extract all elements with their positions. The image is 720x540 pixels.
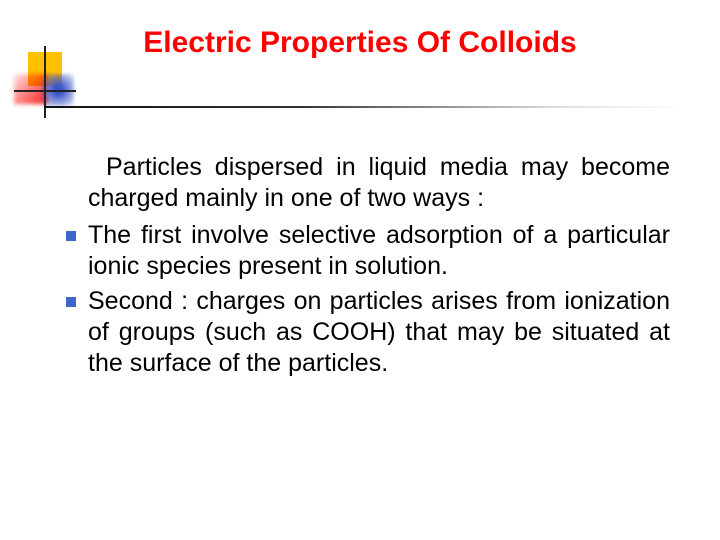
slide-title: Electric Properties Of Colloids: [0, 26, 720, 60]
list-item: Second : charges on particles arises fro…: [60, 286, 670, 379]
bullet-icon: [60, 286, 88, 379]
bullet-icon: [60, 220, 88, 282]
horizontal-divider: [44, 106, 684, 108]
corner-decoration: [14, 52, 84, 112]
list-item: The first involve selective adsorption o…: [60, 220, 670, 282]
cross-horizontal-icon: [14, 90, 76, 92]
content-area: Particles dispersed in liquid media may …: [60, 152, 670, 383]
bullet-text: Second : charges on particles arises fro…: [88, 286, 670, 379]
intro-paragraph: Particles dispersed in liquid media may …: [88, 152, 670, 214]
bullet-text: The first involve selective adsorption o…: [88, 220, 670, 282]
